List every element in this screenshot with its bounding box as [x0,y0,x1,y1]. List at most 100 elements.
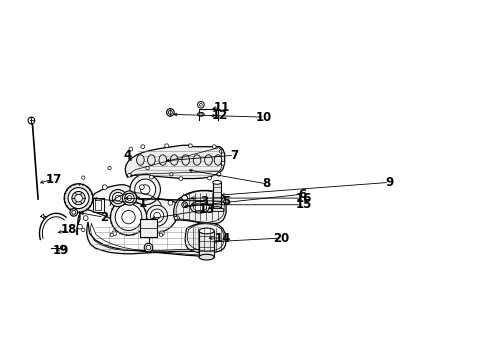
Circle shape [130,174,160,205]
Circle shape [122,191,136,205]
Circle shape [81,176,85,179]
Circle shape [159,231,164,236]
Circle shape [78,187,82,192]
Ellipse shape [190,201,209,213]
Polygon shape [185,223,225,253]
Text: 20: 20 [272,231,288,244]
Circle shape [166,109,174,116]
Circle shape [159,233,162,237]
Circle shape [169,173,173,176]
Circle shape [112,192,123,204]
Circle shape [122,211,135,224]
Circle shape [179,177,183,180]
Circle shape [207,176,211,180]
Text: 1: 1 [139,197,146,210]
Circle shape [149,175,153,179]
Circle shape [183,203,186,206]
Text: 18: 18 [61,224,77,237]
Text: 2: 2 [100,211,108,224]
Bar [210,208,223,211]
Circle shape [146,245,151,250]
Polygon shape [77,185,177,235]
Circle shape [168,201,172,205]
Circle shape [64,184,93,212]
Ellipse shape [199,254,214,260]
Circle shape [109,189,126,207]
Circle shape [75,194,82,202]
Text: 14: 14 [214,231,230,244]
Polygon shape [125,145,224,179]
Bar [199,231,214,257]
Circle shape [72,192,85,205]
Text: 7: 7 [230,149,238,162]
Circle shape [141,145,144,149]
Text: 9: 9 [385,176,393,189]
Circle shape [140,185,150,194]
Circle shape [134,179,155,200]
Ellipse shape [212,207,221,211]
Text: 11: 11 [213,101,229,114]
Text: 10: 10 [256,111,272,124]
Circle shape [182,202,187,208]
Text: 19: 19 [53,244,69,257]
Ellipse shape [197,112,204,116]
Circle shape [144,243,152,252]
Bar [140,219,157,237]
Ellipse shape [199,113,203,116]
Circle shape [124,193,134,203]
Ellipse shape [170,155,178,165]
Circle shape [112,231,116,236]
Ellipse shape [199,228,214,234]
Circle shape [153,212,160,219]
Circle shape [61,245,65,250]
Circle shape [217,172,221,176]
Circle shape [81,228,85,231]
Ellipse shape [159,155,166,165]
Circle shape [110,199,146,235]
Circle shape [102,185,107,189]
Circle shape [164,144,168,148]
Text: 15: 15 [295,198,311,211]
Text: 3: 3 [200,195,208,208]
Ellipse shape [204,155,212,165]
Circle shape [78,224,82,229]
Circle shape [150,209,163,222]
Circle shape [174,216,179,220]
Text: 17: 17 [45,172,61,185]
Circle shape [115,195,121,201]
Circle shape [199,103,202,106]
Text: 13: 13 [199,203,215,216]
Circle shape [107,166,111,170]
Text: 4: 4 [123,149,131,162]
Circle shape [219,149,223,153]
Circle shape [129,147,133,151]
Ellipse shape [147,155,155,165]
Ellipse shape [182,155,189,165]
Circle shape [72,211,76,214]
Ellipse shape [193,155,201,165]
Circle shape [145,166,149,170]
Bar [212,183,221,208]
Ellipse shape [193,203,206,211]
Circle shape [197,102,204,108]
Text: 8: 8 [262,177,270,190]
Circle shape [28,117,35,124]
Circle shape [146,205,167,226]
Circle shape [212,145,216,149]
Circle shape [221,161,224,165]
Ellipse shape [212,180,221,184]
Circle shape [70,208,78,216]
Circle shape [83,216,88,220]
Circle shape [188,144,192,148]
Circle shape [115,204,142,230]
Circle shape [182,195,187,201]
Circle shape [68,188,89,208]
Text: 5: 5 [222,195,230,208]
Ellipse shape [136,155,144,165]
Circle shape [174,216,178,220]
Polygon shape [173,190,225,224]
Circle shape [110,233,113,237]
Circle shape [127,173,131,177]
Polygon shape [86,222,204,256]
Text: 6: 6 [298,188,306,201]
